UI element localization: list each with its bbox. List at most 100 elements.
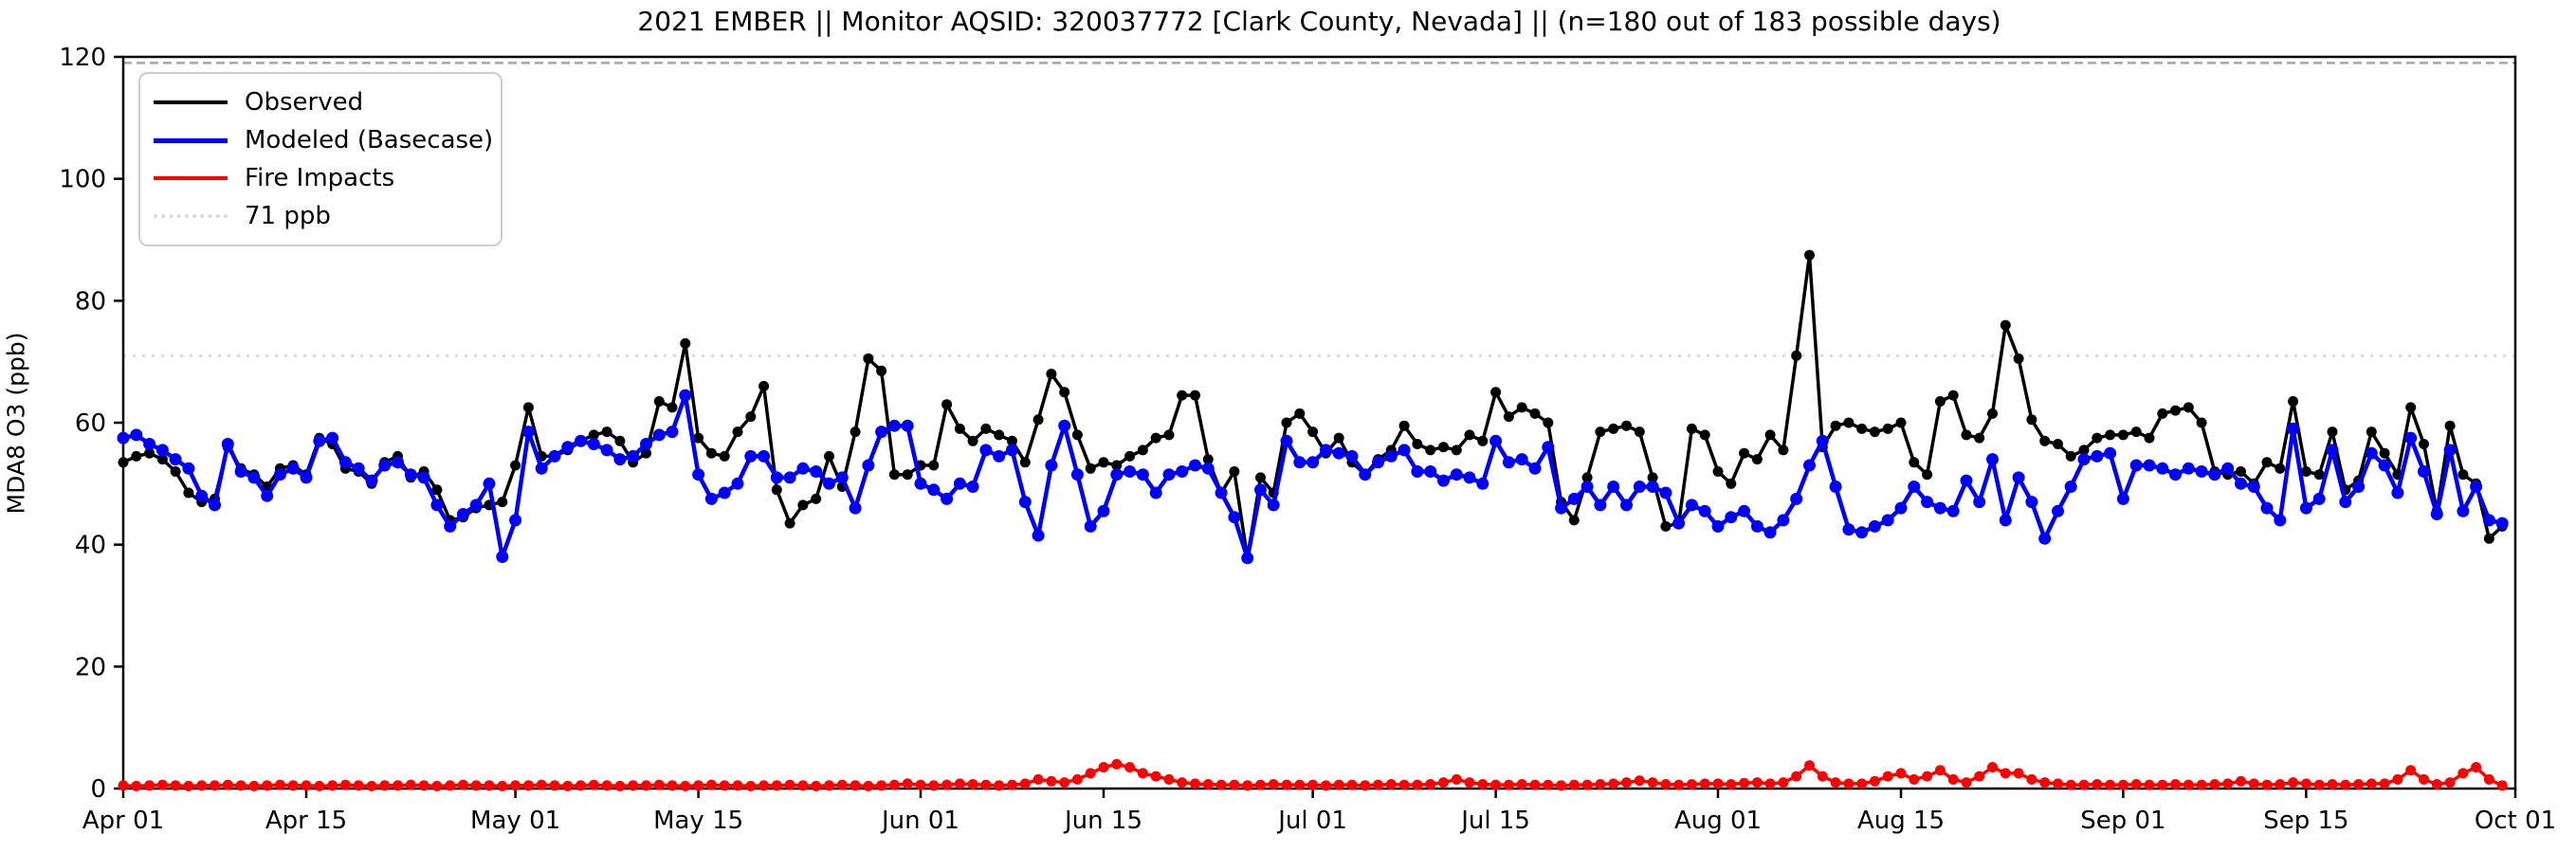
data-point — [1895, 768, 1907, 779]
data-point — [2431, 779, 2442, 789]
data-point — [2130, 426, 2142, 438]
data-point — [1438, 777, 1449, 789]
data-point — [169, 453, 182, 466]
data-point — [1451, 445, 1462, 456]
data-point — [1987, 408, 1998, 419]
data-point — [1647, 472, 1658, 483]
data-point — [1425, 779, 1436, 789]
data-point — [314, 780, 325, 791]
data-point — [379, 780, 391, 791]
data-point — [1229, 779, 1240, 790]
data-point — [1190, 390, 1200, 401]
data-point — [1411, 465, 1424, 478]
data-point — [811, 493, 822, 504]
data-point — [796, 462, 810, 475]
data-point — [2379, 447, 2390, 459]
data-point — [273, 468, 286, 481]
data-point — [156, 454, 168, 465]
data-point — [1202, 779, 1214, 789]
data-point — [1699, 429, 1710, 441]
data-point — [1306, 456, 1320, 469]
data-point — [1425, 445, 1436, 456]
data-point — [1895, 417, 1907, 428]
data-point — [1751, 777, 1763, 789]
data-point — [392, 456, 404, 469]
data-point — [1673, 779, 1685, 790]
data-point — [1254, 483, 1267, 497]
data-point — [731, 477, 744, 490]
data-point — [1477, 779, 1489, 789]
data-point — [902, 469, 913, 481]
data-point — [2312, 492, 2326, 505]
data-point — [1384, 449, 1398, 463]
data-point — [1581, 472, 1593, 483]
data-point — [1739, 447, 1750, 459]
x-tick-label: Jul 01 — [1276, 807, 1347, 835]
data-point — [131, 780, 142, 791]
data-point — [1516, 779, 1527, 789]
data-point — [1503, 411, 1514, 423]
x-tick-label: Apr 15 — [265, 807, 347, 835]
data-point — [1621, 777, 1632, 789]
y-tick-label: 80 — [75, 287, 106, 316]
data-point — [326, 431, 339, 445]
data-point — [2260, 501, 2274, 515]
data-point — [522, 402, 534, 413]
legend-label: 71 ppb — [245, 202, 331, 230]
data-point — [183, 487, 194, 499]
data-point — [549, 780, 560, 791]
data-point — [1555, 501, 1568, 515]
y-axis: 0 20 40 60 80 100 120 — [59, 44, 123, 804]
data-point — [850, 426, 861, 438]
data-point — [2078, 445, 2090, 456]
data-point — [247, 471, 261, 484]
data-point — [144, 780, 155, 791]
data-point — [155, 444, 169, 457]
chart-title: 2021 EMBER || Monitor AQSID: 320037772 [… — [637, 6, 2001, 37]
data-point — [1726, 779, 1737, 789]
data-point — [770, 471, 783, 484]
data-point — [914, 477, 927, 490]
data-point — [887, 419, 901, 432]
data-point — [784, 779, 795, 790]
x-tick-label: Jul 15 — [1459, 807, 1530, 835]
series-fire-impacts — [118, 758, 2508, 791]
data-point — [1542, 441, 1555, 454]
data-point — [2471, 762, 2482, 772]
data-point — [797, 780, 809, 791]
legend-item-fire: Fire Impacts — [154, 159, 487, 197]
data-point — [732, 426, 743, 438]
data-point — [1738, 504, 1751, 517]
data-point — [1660, 520, 1672, 532]
data-point — [601, 780, 612, 791]
legend-label: Observed — [245, 88, 364, 117]
data-point — [1659, 486, 1672, 499]
data-point — [1764, 429, 1776, 441]
data-point — [2209, 779, 2220, 789]
data-point — [718, 486, 731, 499]
data-point — [1268, 779, 1279, 789]
y-tick-label: 100 — [59, 166, 106, 194]
data-point — [1856, 778, 1868, 789]
data-point — [1816, 434, 1829, 447]
data-point — [2195, 465, 2208, 478]
data-point — [875, 426, 888, 439]
data-point — [1307, 426, 1319, 438]
series-observed — [118, 249, 2508, 564]
data-point — [144, 447, 155, 459]
y-tick-label: 0 — [90, 775, 106, 804]
data-point — [2077, 453, 2091, 466]
data-point — [2496, 780, 2508, 791]
data-point — [993, 449, 1006, 463]
data-point — [1711, 519, 1725, 533]
data-point — [1438, 442, 1449, 453]
data-point — [824, 780, 834, 791]
data-point — [1621, 420, 1632, 431]
data-point — [641, 780, 651, 791]
data-point — [928, 780, 940, 791]
data-point — [680, 337, 691, 349]
data-point — [2261, 779, 2273, 790]
data-point — [2129, 459, 2143, 472]
data-point — [836, 779, 848, 790]
data-point — [1255, 779, 1266, 790]
